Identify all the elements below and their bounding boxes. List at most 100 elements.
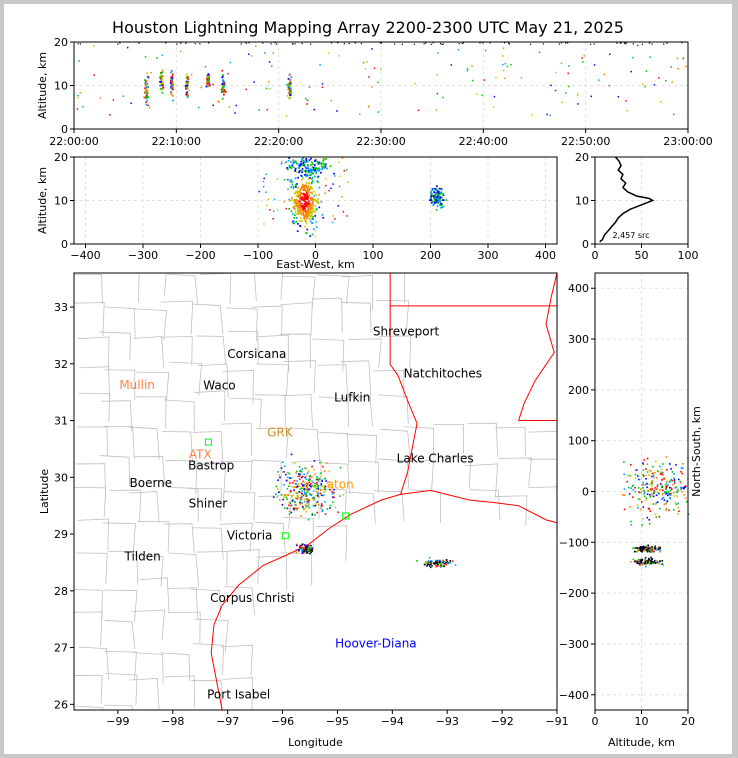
vhf-source-point (342, 494, 345, 496)
vhf-source-point (308, 544, 310, 547)
vhf-source-point (296, 492, 299, 495)
vhf-source-point (324, 165, 327, 168)
vhf-source-point (287, 188, 289, 191)
vhf-source-point (297, 223, 299, 225)
vhf-source-point (317, 487, 319, 490)
vhf-source-point (637, 558, 640, 561)
vhf-source-point (206, 84, 209, 86)
vhf-source-point (661, 485, 664, 487)
vhf-source-point (671, 81, 673, 83)
vhf-source-point (170, 78, 173, 81)
county-boundary (342, 275, 373, 310)
vhf-source-point (668, 492, 671, 495)
vhf-source-point (326, 508, 329, 510)
vhf-source-point (186, 86, 188, 89)
vhf-source-point (668, 509, 670, 512)
vhf-source-point (681, 467, 684, 469)
vhf-source-point (288, 83, 290, 85)
vhf-source-point (290, 76, 293, 78)
county-boundary (190, 488, 222, 522)
vhf-source-point (425, 562, 427, 564)
vhf-source-point (291, 183, 294, 186)
vhf-source-point (311, 548, 314, 550)
vhf-source-point (508, 43, 511, 45)
vhf-source-point (654, 559, 656, 562)
vhf-source-point (298, 171, 301, 174)
vhf-source-point (466, 67, 469, 70)
vhf-source-point (650, 559, 652, 562)
vhf-source-point (267, 81, 270, 83)
vhf-source-point (623, 494, 626, 496)
vhf-source-point (221, 85, 224, 88)
county-boundary (348, 338, 382, 369)
vhf-source-point (432, 204, 435, 206)
vhf-source-point (299, 164, 302, 167)
vhf-source-point (305, 474, 308, 477)
vhf-source-point (278, 499, 281, 501)
vhf-source-point (449, 560, 452, 562)
vhf-source-point (212, 83, 214, 86)
vhf-source-point (639, 491, 641, 494)
vhf-source-point (429, 566, 432, 569)
vhf-source-point (304, 184, 307, 186)
vhf-source-point (146, 96, 148, 98)
vhf-source-point (646, 457, 649, 460)
vhf-source-point (296, 486, 298, 488)
vhf-source-point (287, 85, 290, 88)
vhf-source-point (170, 85, 173, 88)
lma-station-marker (204, 438, 212, 446)
vhf-source-point (184, 85, 187, 87)
vhf-source-point (330, 99, 333, 102)
vhf-source-point (332, 496, 334, 498)
vhf-source-point (293, 479, 296, 482)
vhf-source-point (186, 77, 188, 80)
vhf-source-point (431, 564, 433, 567)
vhf-source-point (305, 167, 308, 170)
vhf-source-point (161, 76, 164, 78)
vhf-source-point (658, 507, 661, 510)
vhf-source-point (160, 77, 163, 79)
vhf-source-point (296, 480, 298, 482)
y-tick-label: 0 (61, 238, 68, 251)
vhf-source-point (295, 162, 298, 165)
vhf-source-point (640, 546, 643, 549)
vhf-source-point (643, 493, 645, 495)
county-boundary (133, 336, 165, 369)
vhf-source-point (303, 164, 305, 167)
vhf-source-point (651, 472, 654, 475)
vhf-source-point (308, 501, 310, 504)
vhf-source-point (311, 465, 313, 468)
vhf-source-point (656, 477, 658, 479)
y-tick-label: −400 (559, 689, 589, 702)
vhf-source-point (685, 500, 688, 503)
vhf-source-point (308, 206, 311, 208)
vhf-source-point (300, 202, 303, 205)
vhf-source-point (309, 191, 312, 194)
vhf-source-point (506, 65, 509, 68)
vhf-source-point (430, 43, 432, 45)
vhf-source-point (652, 474, 655, 477)
vhf-source-point (650, 548, 653, 550)
vhf-source-point (319, 64, 321, 66)
vhf-source-point (567, 42, 569, 44)
vhf-source-point (659, 550, 661, 553)
county-boundary (192, 303, 224, 335)
vhf-source-point (300, 470, 303, 473)
vhf-source-point (434, 195, 437, 198)
vhf-source-point (315, 487, 318, 490)
vhf-source-point (294, 506, 297, 509)
vhf-source-point (647, 544, 649, 547)
vhf-source-point (290, 181, 293, 183)
vhf-source-point (449, 562, 452, 564)
vhf-source-point (294, 177, 297, 180)
vhf-source-point (645, 70, 648, 72)
vhf-source-point (306, 491, 309, 493)
x-tick-label: 23:00:00 (663, 135, 712, 148)
vhf-source-point (436, 561, 439, 564)
vhf-source-point (343, 43, 345, 45)
vhf-source-point (640, 491, 643, 493)
vhf-source-point (655, 549, 657, 551)
vhf-source-point (296, 209, 299, 212)
county-boundary (105, 672, 138, 706)
vhf-source-point (334, 506, 337, 509)
